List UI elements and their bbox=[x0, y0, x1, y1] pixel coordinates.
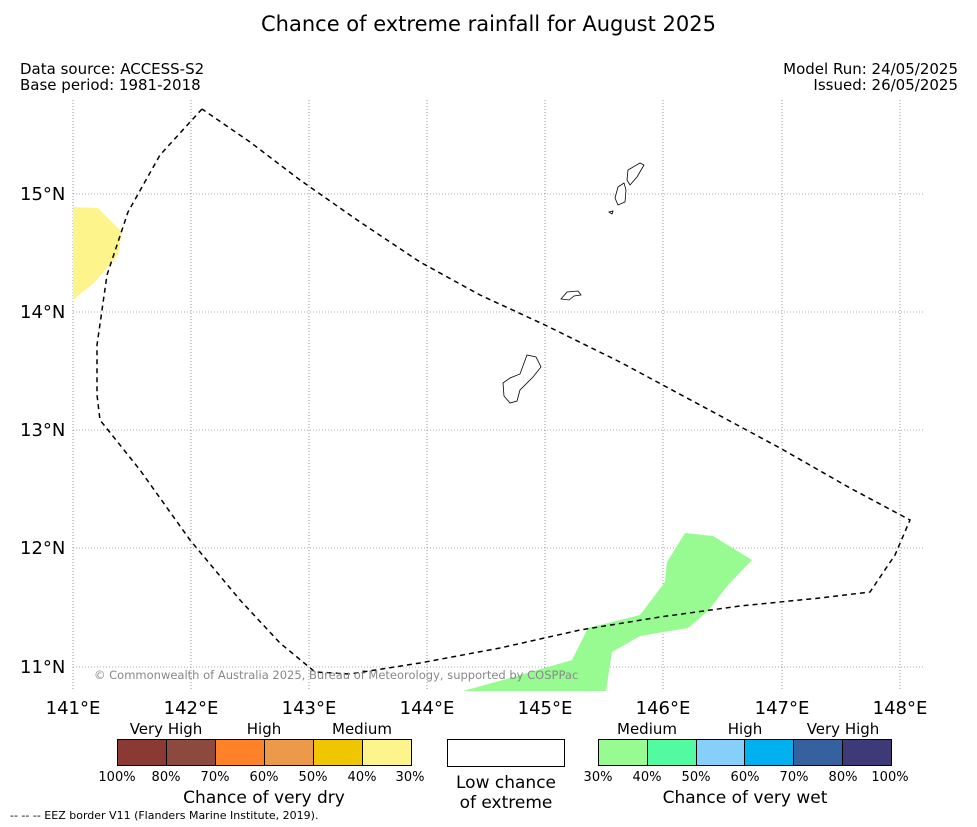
lon-tick-144: 144°E bbox=[399, 698, 455, 719]
wet-pct-label: 80% bbox=[828, 770, 858, 785]
wet-colorbar bbox=[598, 739, 892, 766]
low-chance-line1: Low chance bbox=[456, 773, 556, 793]
wet-swatch bbox=[647, 740, 697, 765]
lon-tick-142: 142°E bbox=[163, 698, 219, 719]
low-chance-line2: of extreme bbox=[459, 793, 553, 813]
dry-cat-very-high: Very High bbox=[129, 720, 203, 738]
wet-pct-label: 50% bbox=[681, 770, 711, 785]
copyright-notice: © Commonwealth of Australia 2025, Bureau… bbox=[94, 668, 579, 682]
lat-tick-12: 12°N bbox=[20, 538, 66, 559]
dry-cat-high: High bbox=[246, 720, 282, 738]
dry-swatch bbox=[314, 740, 363, 765]
dry-medium-region bbox=[73, 207, 122, 300]
meta-left: Data source: ACCESS-S2 Base period: 1981… bbox=[20, 61, 204, 93]
lon-tick-148: 148°E bbox=[872, 698, 928, 719]
lon-tick-141: 141°E bbox=[45, 698, 101, 719]
wet-cat-medium: Medium bbox=[617, 720, 677, 738]
dry-pct-label: 40% bbox=[347, 770, 377, 785]
wet-swatch bbox=[696, 740, 746, 765]
wet-swatch bbox=[599, 740, 648, 765]
dry-swatch bbox=[363, 740, 411, 765]
dry-pct-label: 60% bbox=[249, 770, 279, 785]
eez-footnote: -- -- -- EEZ border V11 (Flanders Marine… bbox=[10, 809, 319, 822]
wet-swatch bbox=[843, 740, 891, 765]
wet-cat-high: High bbox=[727, 720, 763, 738]
lon-tick-146: 146°E bbox=[635, 698, 691, 719]
lat-tick-15: 15°N bbox=[20, 184, 66, 205]
low-chance-swatch bbox=[447, 739, 565, 767]
lat-tick-11: 11°N bbox=[20, 657, 66, 678]
dry-colorbar bbox=[117, 739, 412, 766]
guam-island-outline bbox=[502, 354, 542, 404]
wet-legend-title: Chance of very wet bbox=[662, 788, 828, 808]
meta-right: Model Run: 24/05/2025 Issued: 26/05/2025 bbox=[783, 61, 958, 93]
aguijan-island-outline bbox=[608, 210, 614, 215]
dry-swatch bbox=[118, 740, 167, 765]
dry-pct-label: 80% bbox=[151, 770, 181, 785]
wet-swatch bbox=[745, 740, 795, 765]
base-period: Base period: 1981-2018 bbox=[20, 76, 201, 94]
lat-tick-13: 13°N bbox=[20, 420, 66, 441]
model-run: Model Run: 24/05/2025 bbox=[783, 60, 958, 78]
map-title: Chance of extreme rainfall for August 20… bbox=[261, 12, 716, 36]
wet-pct-label: 100% bbox=[871, 770, 909, 785]
dry-pct-label: 100% bbox=[98, 770, 136, 785]
lon-tick-143: 143°E bbox=[281, 698, 337, 719]
wet-swatch bbox=[794, 740, 844, 765]
issued-date: Issued: 26/05/2025 bbox=[813, 76, 958, 94]
wet-pct-label: 70% bbox=[779, 770, 809, 785]
low-chance-label: Low chance of extreme bbox=[456, 773, 556, 813]
data-source: Data source: ACCESS-S2 bbox=[20, 60, 205, 78]
wet-pct-label: 60% bbox=[730, 770, 760, 785]
lon-tick-147: 147°E bbox=[754, 698, 810, 719]
lat-tick-14: 14°N bbox=[20, 302, 66, 323]
gridlines bbox=[72, 100, 924, 691]
wet-pct-label: 40% bbox=[632, 770, 662, 785]
dry-legend-title: Chance of very dry bbox=[183, 788, 345, 808]
dry-pct-label: 70% bbox=[200, 770, 230, 785]
dry-pct-label: 50% bbox=[298, 770, 328, 785]
dry-swatch bbox=[216, 740, 265, 765]
wet-pct-label: 30% bbox=[583, 770, 613, 785]
dry-swatch bbox=[265, 740, 314, 765]
saipan-island-outline bbox=[626, 162, 645, 186]
dry-cat-medium: Medium bbox=[332, 720, 392, 738]
lon-tick-145: 145°E bbox=[517, 698, 573, 719]
tinian-island-outline bbox=[614, 182, 627, 206]
dry-swatch bbox=[167, 740, 216, 765]
rota-island-outline bbox=[560, 290, 582, 301]
wet-medium-region bbox=[463, 533, 752, 691]
dry-pct-label: 30% bbox=[395, 770, 425, 785]
wet-cat-very-high: Very High bbox=[806, 720, 880, 738]
